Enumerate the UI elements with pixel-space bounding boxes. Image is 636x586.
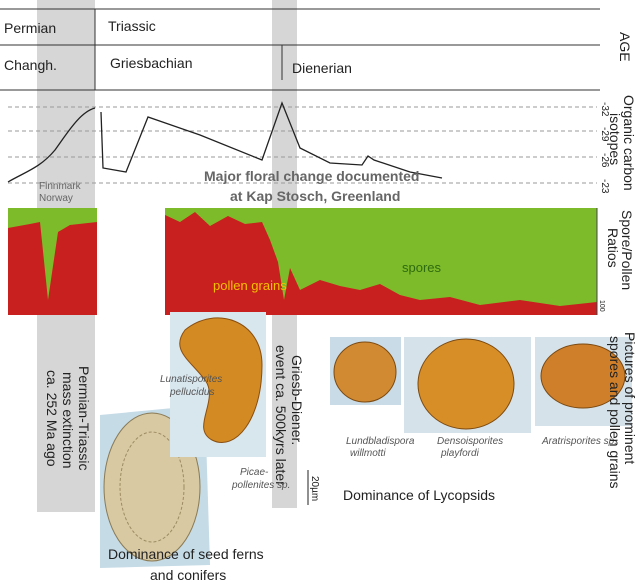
caption: and conifers xyxy=(150,567,226,583)
axis-label: AGE xyxy=(617,32,633,62)
specimen-name: pollenites sp. xyxy=(231,480,290,491)
specimen-name: pellucidus xyxy=(169,387,214,398)
tick-label: -23 xyxy=(599,179,610,194)
gap xyxy=(97,208,165,315)
page: Permian Triassic Changh. Griesbachian Di… xyxy=(0,0,636,586)
pollen-label: pollen grains xyxy=(213,278,287,293)
stage: Dienerian xyxy=(292,60,352,76)
event-label: Permian-Triassic xyxy=(76,366,92,471)
specimen-name: willmotti xyxy=(350,448,386,459)
headline: Major floral change documented xyxy=(204,168,419,184)
ratio-tick: 100 xyxy=(598,300,605,312)
specimen-name: playfordi xyxy=(440,448,480,459)
specimen-name: Densoisporites xyxy=(437,436,503,447)
locality: Finnmark xyxy=(39,181,82,192)
caption: Dominance of Lycopsids xyxy=(343,487,495,503)
event-label: mass extinction xyxy=(60,372,76,468)
locality: Norway xyxy=(39,193,73,204)
axis-label: Ratios xyxy=(605,228,621,268)
period: Triassic xyxy=(108,18,156,34)
specimen-name: Picae- xyxy=(240,467,269,478)
event-label: ca. 252 Ma ago xyxy=(44,370,60,467)
isotope-curve xyxy=(101,103,442,178)
scale-label: 20µm xyxy=(309,476,320,501)
caption: Dominance of seed ferns xyxy=(108,546,264,562)
axis-label: isotopes xyxy=(607,113,623,165)
spores-label: spores xyxy=(402,260,442,275)
event-label: Griesb-Diener. xyxy=(289,355,305,445)
figure: Permian Triassic Changh. Griesbachian Di… xyxy=(0,0,636,586)
specimen-name: Lundbladispora xyxy=(346,436,415,447)
headline: at Kap Stosch, Greenland xyxy=(230,188,400,204)
specimen-name: Lunatisporites xyxy=(160,374,222,385)
stage: Changh. xyxy=(4,57,57,73)
specimen-photo xyxy=(418,339,514,429)
axis-label: spores and pollen grains xyxy=(607,336,623,489)
specimen-name: Aratrisporites sp. xyxy=(541,436,617,447)
specimen-photo xyxy=(334,342,396,402)
stage: Griesbachian xyxy=(110,55,193,71)
event-label: event ca. 500kyrs later xyxy=(273,345,289,486)
period: Permian xyxy=(4,20,56,36)
axis-label: Pictures of prominent xyxy=(622,332,636,464)
